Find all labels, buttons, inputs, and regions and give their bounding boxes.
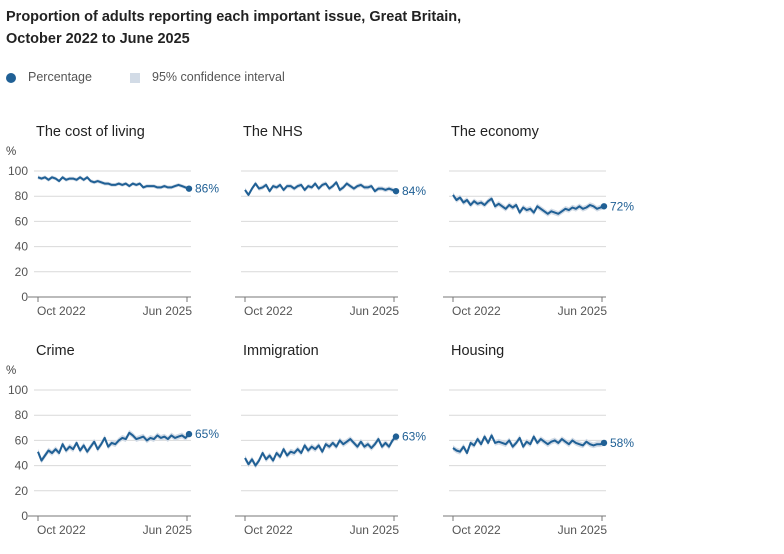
y-tick-label: 80 — [15, 189, 29, 203]
series-line — [244, 435, 397, 467]
end-point-marker — [185, 185, 193, 192]
confidence-interval-band — [38, 175, 189, 191]
x-tick-label: Jun 2025 — [143, 523, 193, 537]
chart-title: Proportion of adults reporting each impo… — [6, 6, 566, 50]
chart-title-line-1: Proportion of adults reporting each impo… — [6, 9, 462, 25]
panel-3: The economy Oct 2022 Jun 2025 72% — [443, 124, 634, 318]
series-line — [452, 194, 605, 215]
x-tick-label: Jun 2025 — [350, 523, 400, 537]
x-tick-label: Oct 2022 — [244, 304, 293, 318]
confidence-interval-band — [245, 433, 396, 469]
panel-1: The cost of living% 0 20 40 60 80 100 Oct 2022 J… — [6, 124, 219, 318]
x-tick-label: Oct 2022 — [452, 304, 501, 318]
end-point-marker — [392, 187, 400, 195]
y-tick-label: 20 — [15, 484, 29, 498]
end-value-label: 72% — [610, 199, 634, 213]
end-point-marker — [600, 203, 608, 210]
y-tick-label: 0 — [21, 290, 28, 304]
confidence-interval-swatch-icon — [130, 73, 140, 83]
end-value-label: 65% — [195, 427, 219, 441]
panel-6: Housing Oct 2022 Jun 2025 58% — [443, 343, 634, 537]
panel-title: The cost of living — [36, 124, 145, 140]
series-line — [452, 434, 605, 454]
y-tick-label: 0 — [21, 509, 28, 523]
x-tick-label: Jun 2025 — [558, 304, 608, 318]
y-tick-label: 20 — [15, 265, 29, 279]
x-tick-label: Oct 2022 — [37, 523, 86, 537]
y-tick-label: 100 — [8, 383, 28, 397]
x-tick-label: Jun 2025 — [143, 304, 193, 318]
end-point-marker — [185, 430, 193, 438]
panel-title: The NHS — [243, 124, 303, 140]
percentage-marker-icon — [6, 73, 16, 83]
panel-title: Housing — [451, 343, 504, 359]
y-tick-label: 60 — [15, 433, 29, 447]
series-line — [244, 181, 397, 196]
x-tick-label: Jun 2025 — [350, 304, 400, 318]
x-tick-label: Oct 2022 — [37, 304, 86, 318]
legend-label-percentage: Percentage — [28, 70, 92, 84]
y-axis-unit-label: % — [6, 365, 16, 377]
y-tick-label: 40 — [15, 240, 29, 254]
panel-2: The NHS Oct 2022 Jun 2025 84% — [235, 124, 426, 318]
end-value-label: 58% — [610, 436, 634, 450]
y-tick-label: 100 — [8, 164, 28, 178]
panel-title: Crime — [36, 343, 75, 359]
x-tick-label: Oct 2022 — [244, 523, 293, 537]
y-tick-label: 40 — [15, 459, 29, 473]
end-value-label: 84% — [402, 184, 426, 198]
y-tick-label: 80 — [15, 408, 29, 422]
end-value-label: 86% — [195, 182, 219, 196]
panel-5: Immigration Oct 2022 Jun 2025 63% — [235, 343, 426, 537]
y-axis-unit-label: % — [6, 146, 16, 158]
confidence-interval-band — [245, 180, 396, 198]
x-tick-label: Oct 2022 — [452, 523, 501, 537]
y-tick-label: 60 — [15, 214, 29, 228]
x-tick-label: Jun 2025 — [558, 523, 608, 537]
legend-label-ci: 95% confidence interval — [152, 70, 285, 84]
panel-title: Immigration — [243, 343, 319, 359]
end-value-label: 63% — [402, 430, 426, 444]
end-point-marker — [392, 433, 400, 440]
panel-title: The economy — [451, 124, 540, 140]
panel-4: Crime% 0 20 40 60 80 100 Oct 2022 Jun 2025 65% — [6, 343, 219, 537]
series-line — [37, 176, 190, 190]
series-line — [37, 431, 190, 462]
end-point-marker — [600, 439, 608, 447]
chart-title-line-2: October 2022 to June 2025 — [6, 31, 190, 47]
